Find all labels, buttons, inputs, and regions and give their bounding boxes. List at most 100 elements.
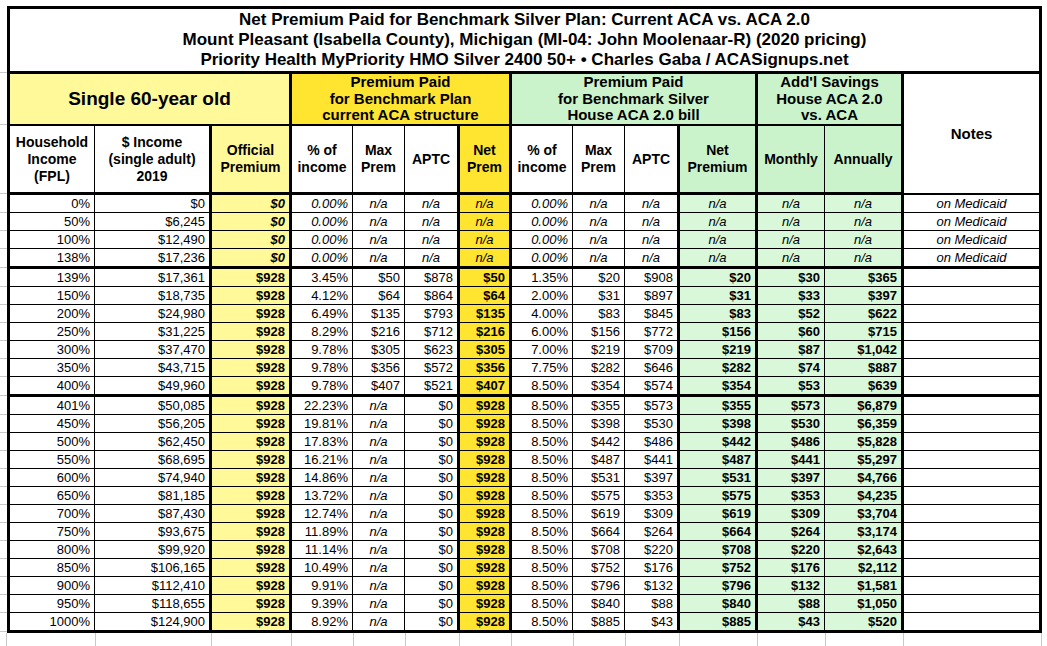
cell-h-max-prem[interactable]: $355: [573, 396, 625, 415]
cell-note[interactable]: [903, 469, 1041, 487]
cell-h-aptc[interactable]: $845: [625, 305, 679, 323]
cell-fpl[interactable]: 650%: [9, 487, 95, 505]
cell-savings-monthly[interactable]: $88: [757, 595, 825, 613]
cell-note[interactable]: on Medicaid: [903, 213, 1041, 231]
cell-savings-monthly[interactable]: $60: [757, 323, 825, 341]
cell-income[interactable]: $18,735: [95, 287, 211, 305]
cell-note[interactable]: on Medicaid: [903, 194, 1041, 213]
cell-h-pct-income[interactable]: 0.00%: [511, 194, 573, 213]
cell-fpl[interactable]: 800%: [9, 541, 95, 559]
cell-aca-aptc[interactable]: $0: [405, 415, 459, 433]
cell-fpl[interactable]: 138%: [9, 249, 95, 268]
cell-official-premium[interactable]: $0: [211, 194, 291, 213]
cell-note[interactable]: [903, 451, 1041, 469]
cell-aca-net-prem[interactable]: $928: [459, 523, 511, 541]
cell-official-premium[interactable]: $928: [211, 305, 291, 323]
cell-aca-aptc[interactable]: n/a: [405, 194, 459, 213]
cell-h-pct-income[interactable]: 8.50%: [511, 487, 573, 505]
cell-h-net-premium[interactable]: n/a: [679, 231, 757, 249]
cell-h-max-prem[interactable]: $531: [573, 469, 625, 487]
cell-fpl[interactable]: 450%: [9, 415, 95, 433]
cell-h-aptc[interactable]: $264: [625, 523, 679, 541]
cell-official-premium[interactable]: $928: [211, 523, 291, 541]
column-header-h-aptc[interactable]: APTC: [625, 125, 679, 194]
cell-h-max-prem[interactable]: $442: [573, 433, 625, 451]
cell-savings-annually[interactable]: $622: [825, 305, 903, 323]
cell-note[interactable]: [903, 359, 1041, 377]
cell-aca-max-prem[interactable]: n/a: [353, 577, 405, 595]
cell-h-aptc[interactable]: $772: [625, 323, 679, 341]
cell-aca-aptc[interactable]: $0: [405, 396, 459, 415]
cell-official-premium[interactable]: $928: [211, 595, 291, 613]
cell-income[interactable]: $49,960: [95, 377, 211, 396]
cell-h-aptc[interactable]: $176: [625, 559, 679, 577]
cell-aca-pct-income[interactable]: 11.89%: [291, 523, 353, 541]
cell-fpl[interactable]: 950%: [9, 595, 95, 613]
cell-h-aptc[interactable]: n/a: [625, 249, 679, 268]
cell-aca-aptc[interactable]: $0: [405, 433, 459, 451]
cell-savings-annually[interactable]: $6,359: [825, 415, 903, 433]
cell-fpl[interactable]: 700%: [9, 505, 95, 523]
cell-savings-monthly[interactable]: $220: [757, 541, 825, 559]
cell-h-aptc[interactable]: $397: [625, 469, 679, 487]
cell-aca-max-prem[interactable]: $356: [353, 359, 405, 377]
cell-aca-net-prem[interactable]: $928: [459, 505, 511, 523]
cell-savings-monthly[interactable]: $132: [757, 577, 825, 595]
cell-official-premium[interactable]: $928: [211, 287, 291, 305]
cell-h-max-prem[interactable]: $282: [573, 359, 625, 377]
cell-savings-annually[interactable]: $3,704: [825, 505, 903, 523]
cell-note[interactable]: [903, 523, 1041, 541]
cell-aca-pct-income[interactable]: 8.92%: [291, 613, 353, 632]
cell-aca-max-prem[interactable]: n/a: [353, 249, 405, 268]
cell-h-pct-income[interactable]: 8.50%: [511, 559, 573, 577]
cell-h-net-premium[interactable]: $664: [679, 523, 757, 541]
section-header-single-60[interactable]: Single 60-year old: [9, 73, 291, 126]
cell-h-pct-income[interactable]: 8.50%: [511, 505, 573, 523]
cell-aca-net-prem[interactable]: $928: [459, 577, 511, 595]
cell-income[interactable]: $93,675: [95, 523, 211, 541]
cell-note[interactable]: [903, 487, 1041, 505]
cell-aca-pct-income[interactable]: 9.78%: [291, 341, 353, 359]
cell-fpl[interactable]: 850%: [9, 559, 95, 577]
cell-h-max-prem[interactable]: $156: [573, 323, 625, 341]
cell-h-max-prem[interactable]: $885: [573, 613, 625, 632]
cell-note[interactable]: [903, 559, 1041, 577]
cell-income[interactable]: $62,450: [95, 433, 211, 451]
cell-aca-max-prem[interactable]: n/a: [353, 433, 405, 451]
cell-aca-aptc[interactable]: $0: [405, 523, 459, 541]
cell-official-premium[interactable]: $928: [211, 268, 291, 287]
cell-note[interactable]: [903, 433, 1041, 451]
cell-income[interactable]: $81,185: [95, 487, 211, 505]
cell-note[interactable]: [903, 287, 1041, 305]
cell-savings-monthly[interactable]: n/a: [757, 249, 825, 268]
cell-h-pct-income[interactable]: 0.00%: [511, 231, 573, 249]
cell-aca-max-prem[interactable]: n/a: [353, 487, 405, 505]
cell-h-aptc[interactable]: $132: [625, 577, 679, 595]
cell-h-net-premium[interactable]: $575: [679, 487, 757, 505]
cell-savings-annually[interactable]: $2,112: [825, 559, 903, 577]
cell-savings-monthly[interactable]: n/a: [757, 231, 825, 249]
cell-official-premium[interactable]: $0: [211, 249, 291, 268]
cell-h-max-prem[interactable]: $575: [573, 487, 625, 505]
cell-h-max-prem[interactable]: $20: [573, 268, 625, 287]
cell-aca-max-prem[interactable]: $305: [353, 341, 405, 359]
cell-aca-net-prem[interactable]: $305: [459, 341, 511, 359]
cell-savings-monthly[interactable]: $486: [757, 433, 825, 451]
cell-aca-max-prem[interactable]: $50: [353, 268, 405, 287]
cell-income[interactable]: $74,940: [95, 469, 211, 487]
cell-aca-aptc[interactable]: n/a: [405, 231, 459, 249]
cell-aca-net-prem[interactable]: $216: [459, 323, 511, 341]
cell-fpl[interactable]: 100%: [9, 231, 95, 249]
cell-fpl[interactable]: 250%: [9, 323, 95, 341]
cell-h-pct-income[interactable]: 8.50%: [511, 541, 573, 559]
cell-h-net-premium[interactable]: $619: [679, 505, 757, 523]
cell-h-net-premium[interactable]: $31: [679, 287, 757, 305]
cell-aca-aptc[interactable]: $878: [405, 268, 459, 287]
cell-aca-pct-income[interactable]: 17.83%: [291, 433, 353, 451]
cell-aca-max-prem[interactable]: n/a: [353, 231, 405, 249]
cell-aca-net-prem[interactable]: $928: [459, 559, 511, 577]
cell-h-pct-income[interactable]: 8.50%: [511, 577, 573, 595]
cell-official-premium[interactable]: $928: [211, 559, 291, 577]
cell-savings-annually[interactable]: $1,581: [825, 577, 903, 595]
cell-official-premium[interactable]: $928: [211, 577, 291, 595]
